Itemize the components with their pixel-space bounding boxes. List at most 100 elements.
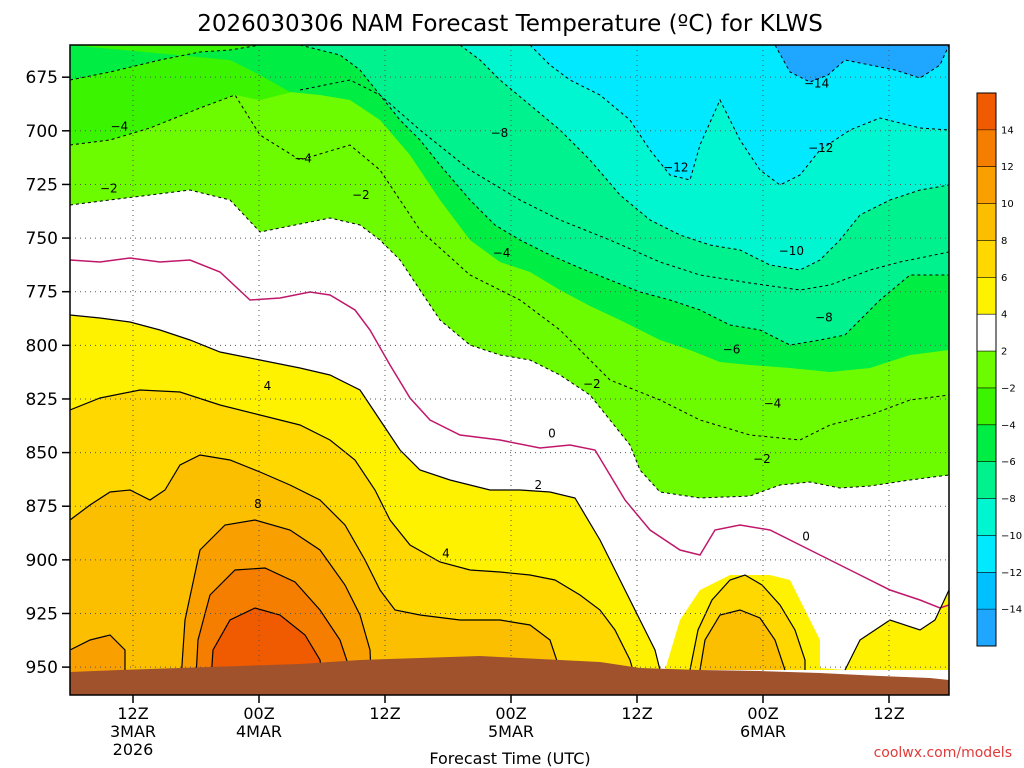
y-tick-label-950: 950 [26, 658, 58, 678]
contour-label-13: −4 [764, 396, 782, 410]
y-tick-label-725: 725 [26, 175, 58, 195]
colorbar-label-0: 14 [1001, 125, 1014, 136]
y-tick-label-800: 800 [26, 336, 58, 356]
temperature-field [70, 45, 949, 695]
contour-pos8 [70, 519, 373, 695]
band-below-neg14 [775, 45, 949, 82]
x-tick-label-5-0: 00Z [747, 704, 778, 723]
x-tick-label-0-1: 3MAR [110, 722, 156, 741]
colorbar-swatch-8 [977, 387, 996, 426]
band-pos6-pos8-east [700, 610, 785, 670]
y-tick-label-900: 900 [26, 551, 58, 571]
y-tick-label-700: 700 [26, 122, 58, 142]
terrain-ground [70, 656, 949, 695]
contour-label-15: 0 [802, 529, 810, 543]
band-neg12-neg14 [530, 45, 949, 185]
grid-lines [70, 45, 949, 695]
colorbar-label-2: 10 [1001, 199, 1014, 210]
colorbar-swatch-5 [977, 277, 996, 315]
colorbar: 14 12 10 8 6 4 2 −2 −4 −6 −8 −10 −12 −14 [976, 92, 1022, 647]
contour-label-14: −2 [753, 452, 771, 466]
contour-label-0: −4 [110, 120, 128, 134]
contour-label-2: −4 [294, 152, 312, 166]
x-axis-label: Forecast Time (UTC) [429, 749, 590, 768]
colorbar-label-4: 6 [1001, 273, 1007, 284]
x-tick-label-3-0: 00Z [495, 704, 526, 723]
x-tick-label-0-2: 2026 [113, 740, 154, 759]
colorbar-swatch-6 [977, 314, 996, 352]
colorbar-swatch-9 [977, 424, 996, 463]
colorbar-label-8: −4 [1001, 420, 1016, 431]
contour-label-10: −8 [815, 310, 833, 324]
colorbar-label-12: −12 [1001, 568, 1022, 579]
contour-neg12 [529, 45, 949, 186]
contour-neg6 [70, 45, 949, 291]
contour-zero [70, 257, 949, 609]
colorbar-label-10: −8 [1001, 494, 1016, 505]
contour-label-19: 8 [254, 497, 262, 511]
colorbar-label-6: 2 [1001, 347, 1007, 358]
colorbar-label-5: 4 [1001, 310, 1007, 321]
colorbar-swatch-3 [977, 203, 996, 241]
colorbar-label-9: −6 [1001, 457, 1016, 468]
contour-neg10 [459, 45, 949, 271]
colorbar-label-1: 12 [1001, 162, 1014, 173]
contour-label-20: 4 [442, 546, 450, 560]
x-tick-label-1-0: 00Z [243, 704, 274, 723]
x-tick-label-5-1: 6MAR [740, 722, 786, 741]
colorbar-swatch-1 [977, 129, 996, 168]
contour-label-1: −2 [100, 182, 118, 196]
contour-label-18: 2 [534, 478, 542, 492]
credit-text: coolwx.com/models [874, 745, 1012, 761]
contour-labels: −4 −2 −4 −2 −8 −12 −14 −12 −10 −4 −8 −6 −2 −4 −2 0 4 0 2 8 4 [100, 77, 833, 561]
contour-label-4: −8 [491, 126, 509, 140]
x-tick-label-1-1: 4MAR [236, 722, 282, 741]
colorbar-label-7: −2 [1001, 383, 1016, 394]
contour-pos12 [209, 607, 326, 695]
contour-label-8: −10 [779, 244, 804, 258]
x-tick-label-4-0: 12Z [621, 704, 652, 723]
x-tick-label-2-0: 12Z [369, 704, 400, 723]
colorbar-label-13: −14 [1001, 605, 1022, 616]
colorbar-swatch-13 [977, 572, 996, 610]
colorbar-label-11: −10 [1001, 531, 1022, 542]
x-tick-label-3-1: 5MAR [488, 722, 534, 741]
colorbar-swatch-11 [977, 498, 996, 536]
positive-contours [70, 314, 949, 695]
contour-label-3: −2 [352, 188, 370, 202]
y-tick-label-875: 875 [26, 497, 58, 517]
colorbar-frame [976, 92, 997, 647]
colorbar-swatch-4 [977, 240, 996, 278]
contour-label-11: −6 [723, 343, 741, 357]
contour-label-5: −12 [663, 160, 688, 174]
contour-neg8 [299, 45, 949, 346]
x-tick-label-6-0: 12Z [873, 704, 904, 723]
x-tick-label-0-0: 12Z [117, 704, 148, 723]
contour-label-9: −4 [493, 246, 511, 260]
plot-frame [69, 44, 950, 696]
colorbar-label-3: 8 [1001, 236, 1007, 247]
colorbar-swatch-0 [977, 93, 996, 131]
colorbar-swatch-7 [977, 351, 996, 389]
colorbar-swatch-14 [977, 609, 996, 647]
y-tick-label-750: 750 [26, 229, 58, 249]
y-axis: 675 700 725 750 775 800 825 850 875 900 925 950 [26, 68, 70, 678]
contour-label-12: −2 [583, 377, 601, 391]
contour-label-17: 0 [548, 426, 556, 440]
contour-label-6: −14 [804, 77, 829, 91]
y-tick-label-825: 825 [26, 390, 58, 410]
contour-label-7: −12 [808, 141, 833, 155]
contour-pos10 [194, 567, 353, 695]
contour-neg2 [70, 189, 949, 499]
y-tick-label-775: 775 [26, 283, 58, 303]
y-tick-label-925: 925 [26, 604, 58, 624]
contour-pos6 [70, 454, 786, 695]
contour-label-16: 4 [264, 379, 272, 393]
colorbar-swatch-2 [977, 166, 996, 205]
y-tick-label-850: 850 [26, 444, 58, 464]
colorbar-swatch-12 [977, 535, 996, 573]
y-tick-label-675: 675 [26, 68, 58, 88]
contour-pos2 [70, 314, 949, 671]
